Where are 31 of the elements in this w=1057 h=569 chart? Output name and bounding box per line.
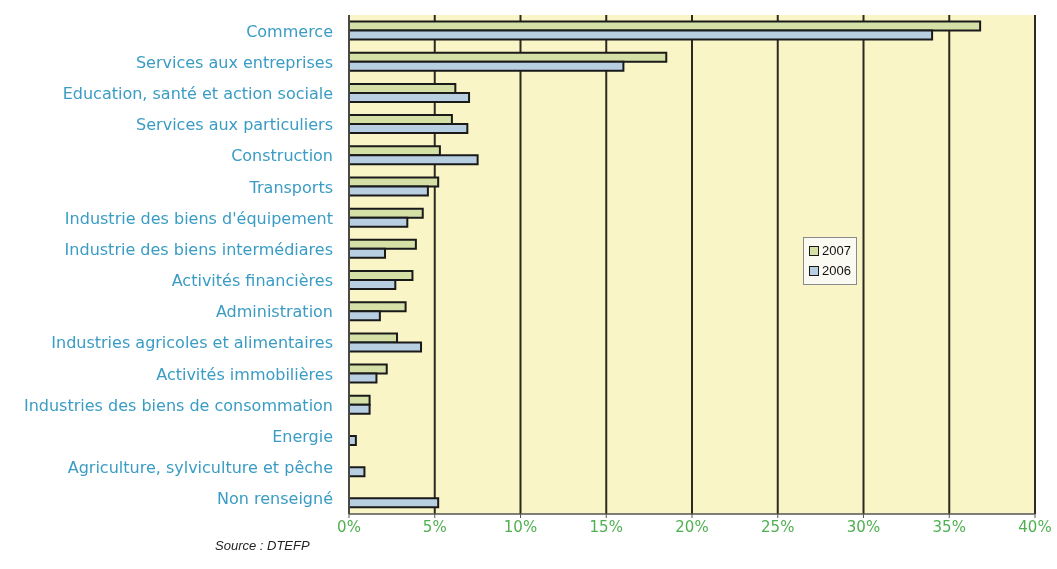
- y-tick-label: Industries des biens de consommation: [23, 395, 333, 415]
- y-tick-label: Activités immobilières: [156, 364, 333, 384]
- x-tick-label: 40%: [1018, 518, 1052, 536]
- y-tick-label: Administration: [215, 302, 333, 322]
- y-tick-label: Industrie des biens d'équipement: [64, 208, 333, 228]
- legend-label: 2006: [822, 261, 851, 280]
- x-tick-label: 15%: [589, 518, 623, 536]
- y-tick-label: Activités financières: [171, 271, 333, 291]
- x-tick-label: 5%: [422, 518, 447, 536]
- y-tick-label: Construction: [231, 146, 333, 166]
- y-tick-label: Commerce: [246, 21, 333, 41]
- y-tick-label: Transports: [248, 177, 333, 197]
- x-tick-label: 10%: [503, 518, 538, 536]
- y-tick-label: Services aux particuliers: [136, 115, 333, 135]
- x-tick-label: 0%: [337, 518, 361, 536]
- y-tick-label: Industries agricoles et alimentaires: [51, 333, 333, 353]
- bar: [349, 434, 357, 446]
- bar: [349, 497, 440, 509]
- y-tick-label: Energie: [272, 427, 333, 447]
- x-tick-label: 30%: [846, 518, 881, 536]
- y-tick-label: Industrie des biens intermédiares: [64, 239, 333, 259]
- y-tick-label: Services aux entreprises: [135, 52, 333, 72]
- legend-label: 2007: [822, 241, 851, 260]
- source-note: Source : DTEFP: [215, 538, 310, 553]
- x-tick-label: 25%: [761, 518, 795, 536]
- x-tick-label: 35%: [932, 518, 966, 536]
- y-tick-label: Agriculture, sylviculture et pêche: [67, 458, 333, 478]
- x-tick-label: 20%: [675, 518, 709, 536]
- y-tick-label: Non renseigné: [217, 489, 333, 509]
- bar: [349, 466, 366, 478]
- y-tick-label: Education, santé et action sociale: [62, 83, 333, 103]
